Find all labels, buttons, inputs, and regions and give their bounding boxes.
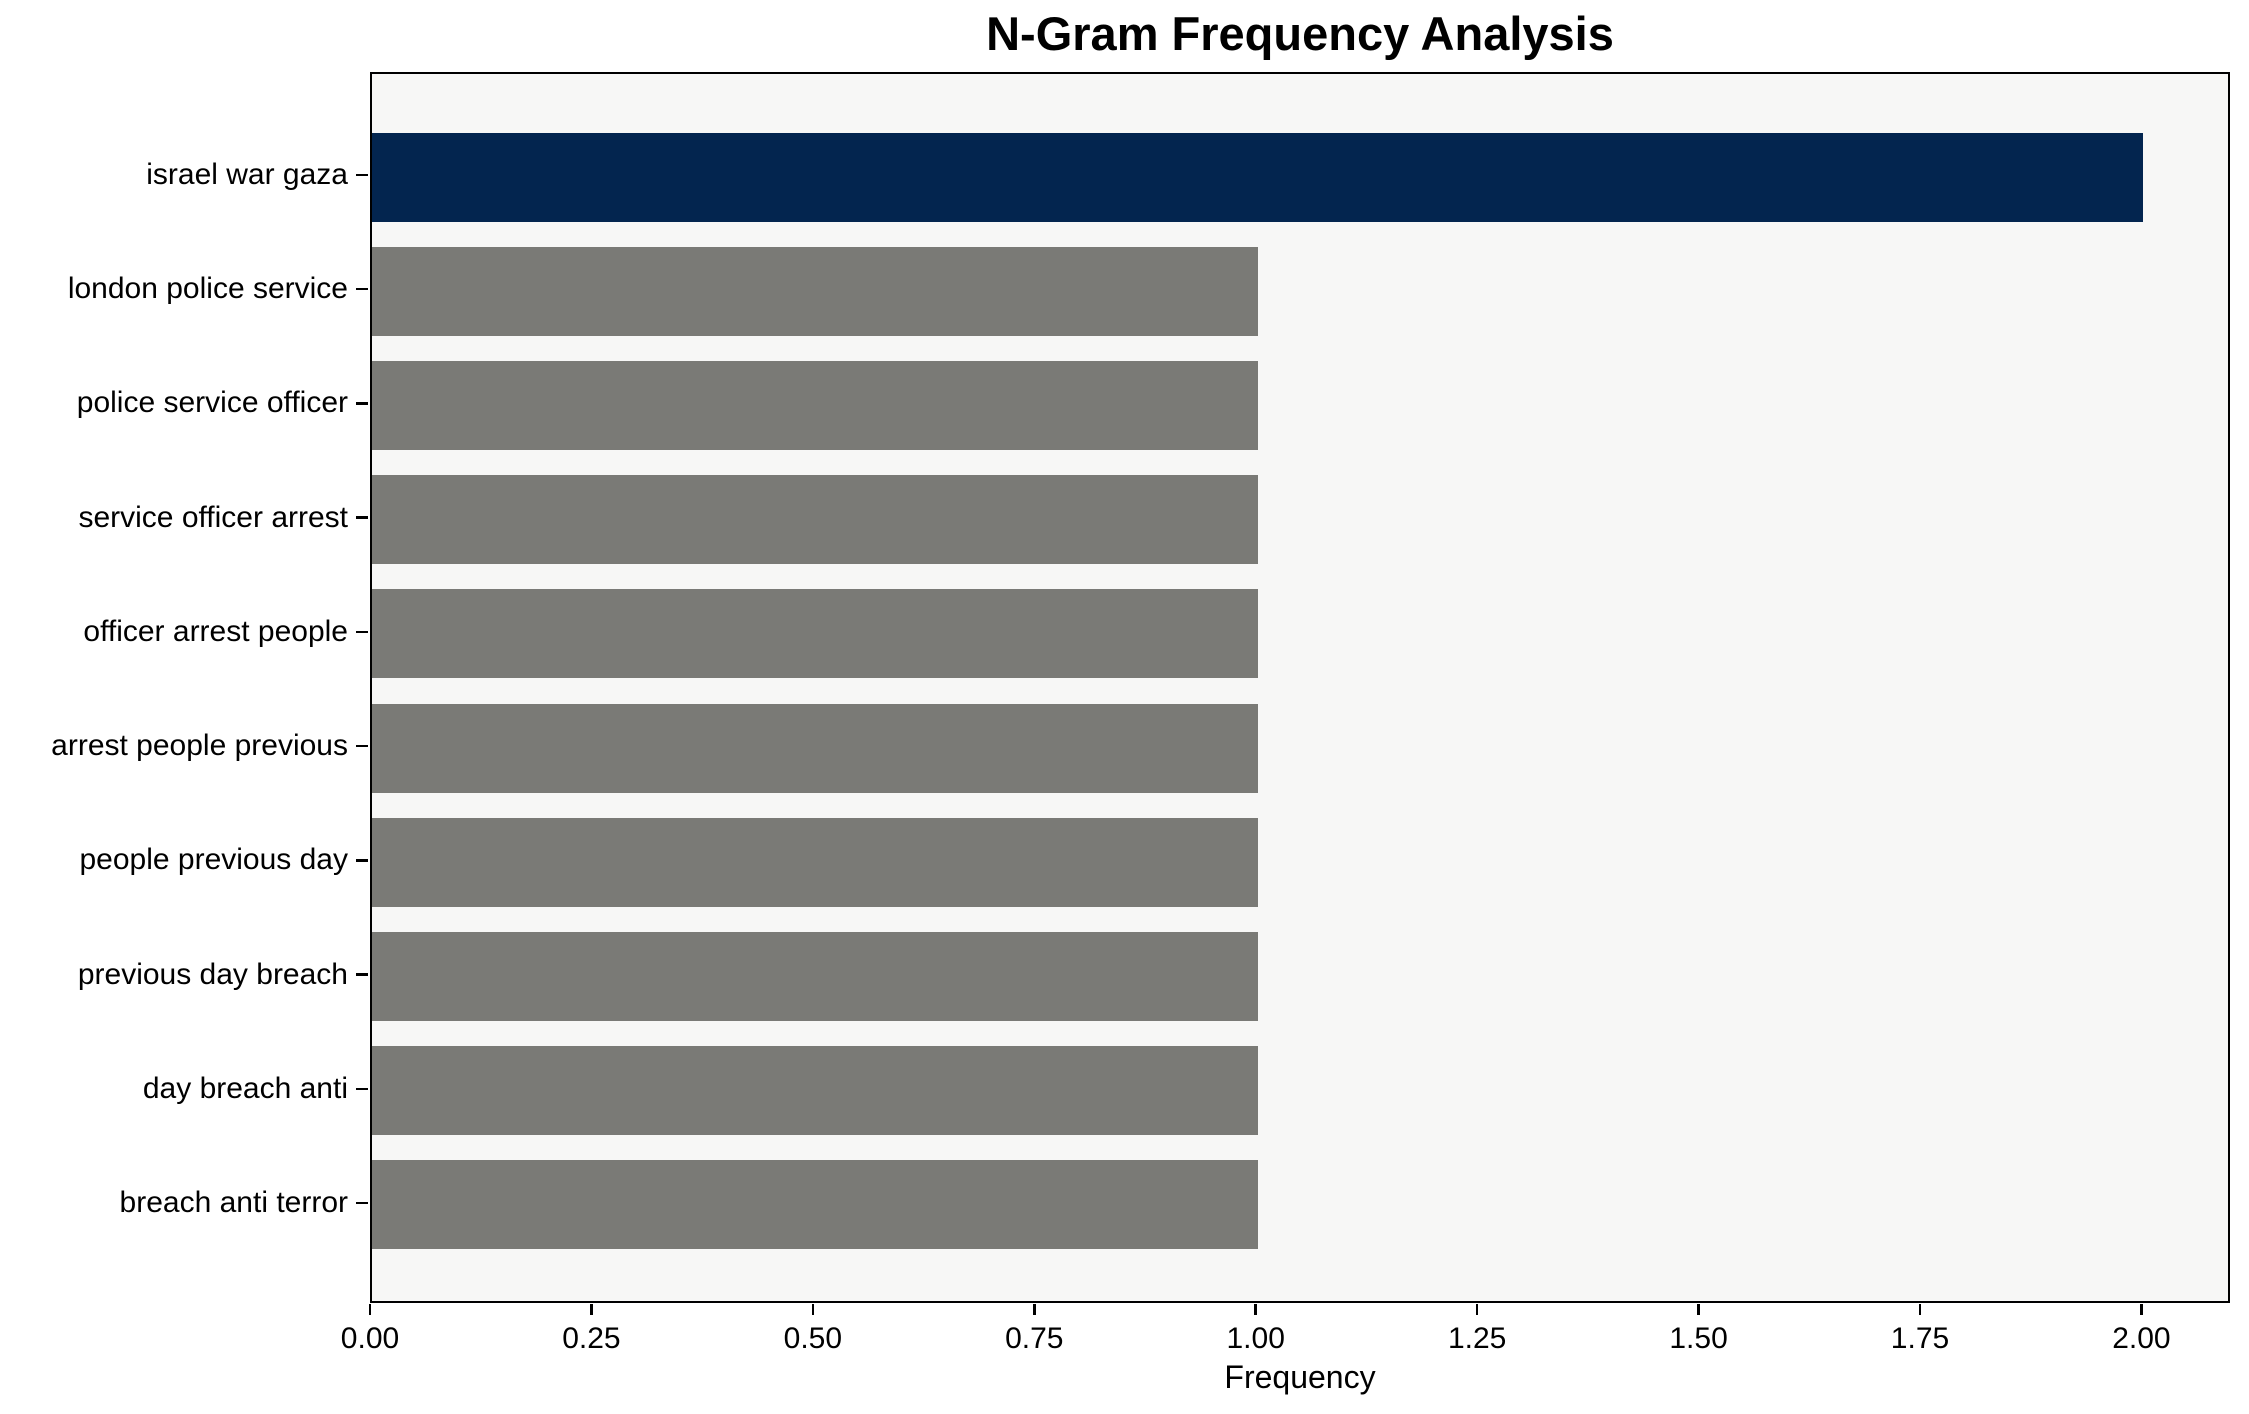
y-tick-label: service officer arrest xyxy=(78,500,348,534)
x-tick-mark xyxy=(1254,1304,1257,1315)
bar-day-breach-anti xyxy=(372,1046,1258,1136)
y-tick-label: day breach anti xyxy=(142,1071,348,1105)
y-tick-mark xyxy=(356,173,368,177)
y-tick-label: breach anti terror xyxy=(119,1185,348,1219)
y-tick-label: london police service xyxy=(67,272,348,306)
y-tick-mark xyxy=(356,630,368,634)
y-tick-mark xyxy=(356,516,368,519)
y-tick-mark xyxy=(356,402,368,405)
y-tick-mark xyxy=(356,1087,368,1090)
x-tick-mark xyxy=(1475,1304,1479,1315)
bar-officer-arrest-people xyxy=(372,589,1258,679)
y-tick-label: arrest people previous xyxy=(51,729,348,763)
y-tick-label: police service officer xyxy=(76,386,348,420)
bar-israel-war-gaza xyxy=(372,132,2144,222)
y-tick-label: israel war gaza xyxy=(146,158,348,191)
chart-title: N-Gram Frequency Analysis xyxy=(986,7,1614,60)
bar-police-service-officer xyxy=(372,360,1258,450)
y-tick-label: previous day breach xyxy=(77,957,348,991)
x-tick-label: 1.00 xyxy=(1226,1322,1285,1355)
y-tick-label: people previous day xyxy=(79,843,348,877)
x-tick-mark xyxy=(1033,1304,1036,1315)
x-tick-label: 0.25 xyxy=(562,1322,621,1355)
x-tick-label: 0.00 xyxy=(340,1322,400,1355)
x-tick-label: 2.00 xyxy=(2112,1322,2171,1355)
bar-london-police-service xyxy=(372,246,1258,336)
x-tick-label: 1.25 xyxy=(1447,1322,1507,1355)
x-axis-label: Frequency xyxy=(1224,1359,1376,1395)
x-tick-mark xyxy=(1697,1304,1700,1315)
bar-arrest-people-previous xyxy=(372,703,1258,793)
y-tick-mark xyxy=(356,287,368,291)
y-tick-mark xyxy=(356,744,368,748)
bar-service-officer-arrest xyxy=(372,475,1258,565)
bar-previous-day-breach xyxy=(372,932,1258,1022)
x-tick-label: 1.50 xyxy=(1669,1322,1728,1355)
x-tick-mark xyxy=(1918,1304,1922,1315)
x-tick-label: 0.75 xyxy=(1005,1322,1064,1355)
x-tick-label: 0.50 xyxy=(783,1322,843,1355)
y-tick-mark xyxy=(356,973,368,976)
bar-people-previous-day xyxy=(372,817,1258,907)
x-tick-mark xyxy=(811,1304,815,1315)
y-tick-label: officer arrest people xyxy=(83,614,348,648)
x-tick-mark xyxy=(590,1304,593,1315)
x-tick-mark xyxy=(368,1304,372,1315)
x-tick-mark xyxy=(2140,1304,2143,1315)
y-tick-mark xyxy=(356,1201,368,1205)
y-tick-mark xyxy=(356,859,368,862)
bar-breach-anti-terror xyxy=(372,1160,1258,1250)
x-tick-label: 1.75 xyxy=(1890,1322,1950,1355)
plot-area xyxy=(370,72,2230,1303)
